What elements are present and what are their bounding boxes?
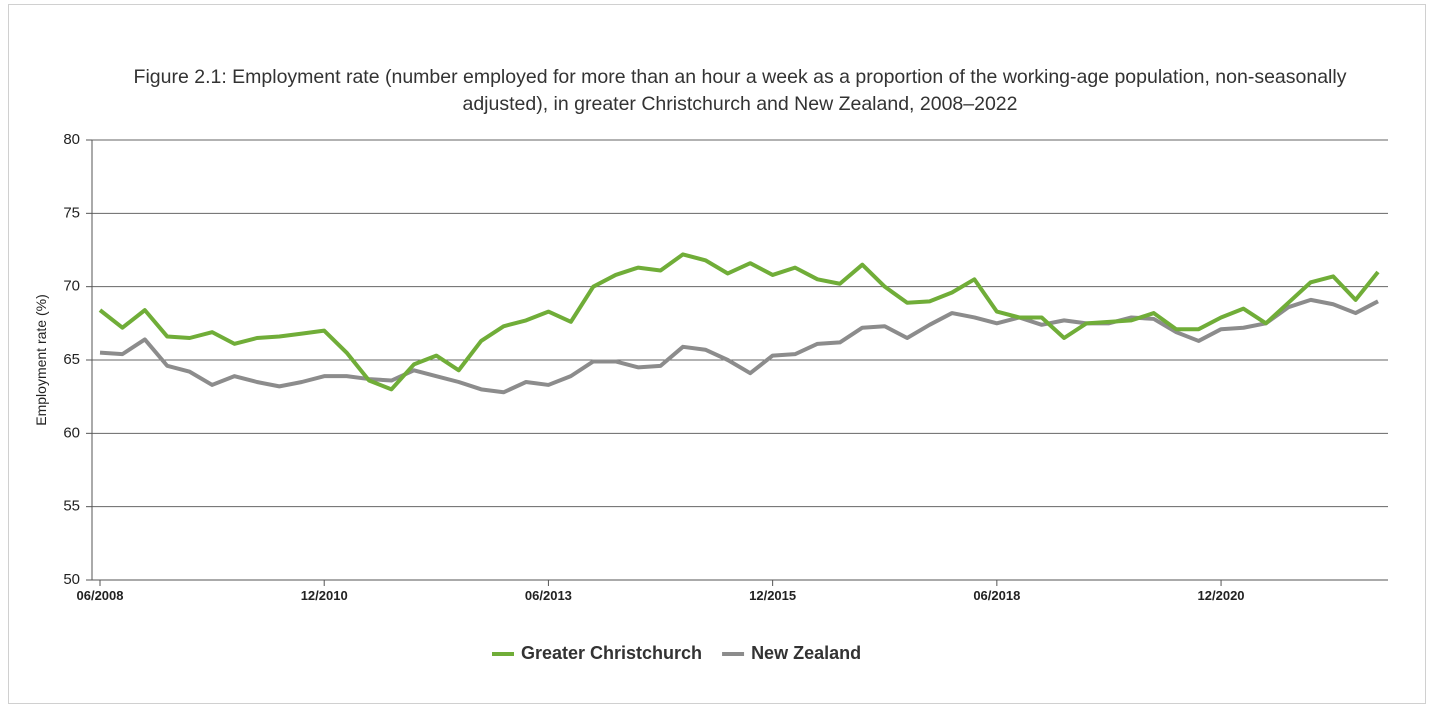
y-tick-label: 55	[63, 498, 80, 515]
y-tick-label: 70	[63, 278, 80, 295]
y-tick-label: 50	[63, 571, 80, 588]
y-tick-label: 65	[63, 351, 80, 368]
x-tick-label: 12/2010	[301, 588, 348, 603]
y-axis-label: Employment rate (%)	[33, 294, 49, 425]
chart-title: Figure 2.1: Employment rate (number empl…	[133, 66, 1347, 115]
x-tick-label: 06/2008	[77, 588, 124, 603]
x-tick-label: 06/2013	[525, 588, 572, 603]
legend-label: New Zealand	[751, 643, 861, 663]
series-line	[99, 297, 1379, 395]
x-tick-label: 12/2020	[1198, 588, 1245, 603]
legend-label: Greater Christchurch	[521, 643, 702, 663]
x-tick-label: 12/2015	[749, 588, 796, 603]
y-tick-label: 75	[63, 204, 80, 221]
x-tick-label: 06/2018	[973, 588, 1020, 603]
y-tick-label: 60	[63, 424, 80, 441]
series-line	[98, 252, 1380, 392]
y-tick-label: 80	[63, 131, 80, 148]
